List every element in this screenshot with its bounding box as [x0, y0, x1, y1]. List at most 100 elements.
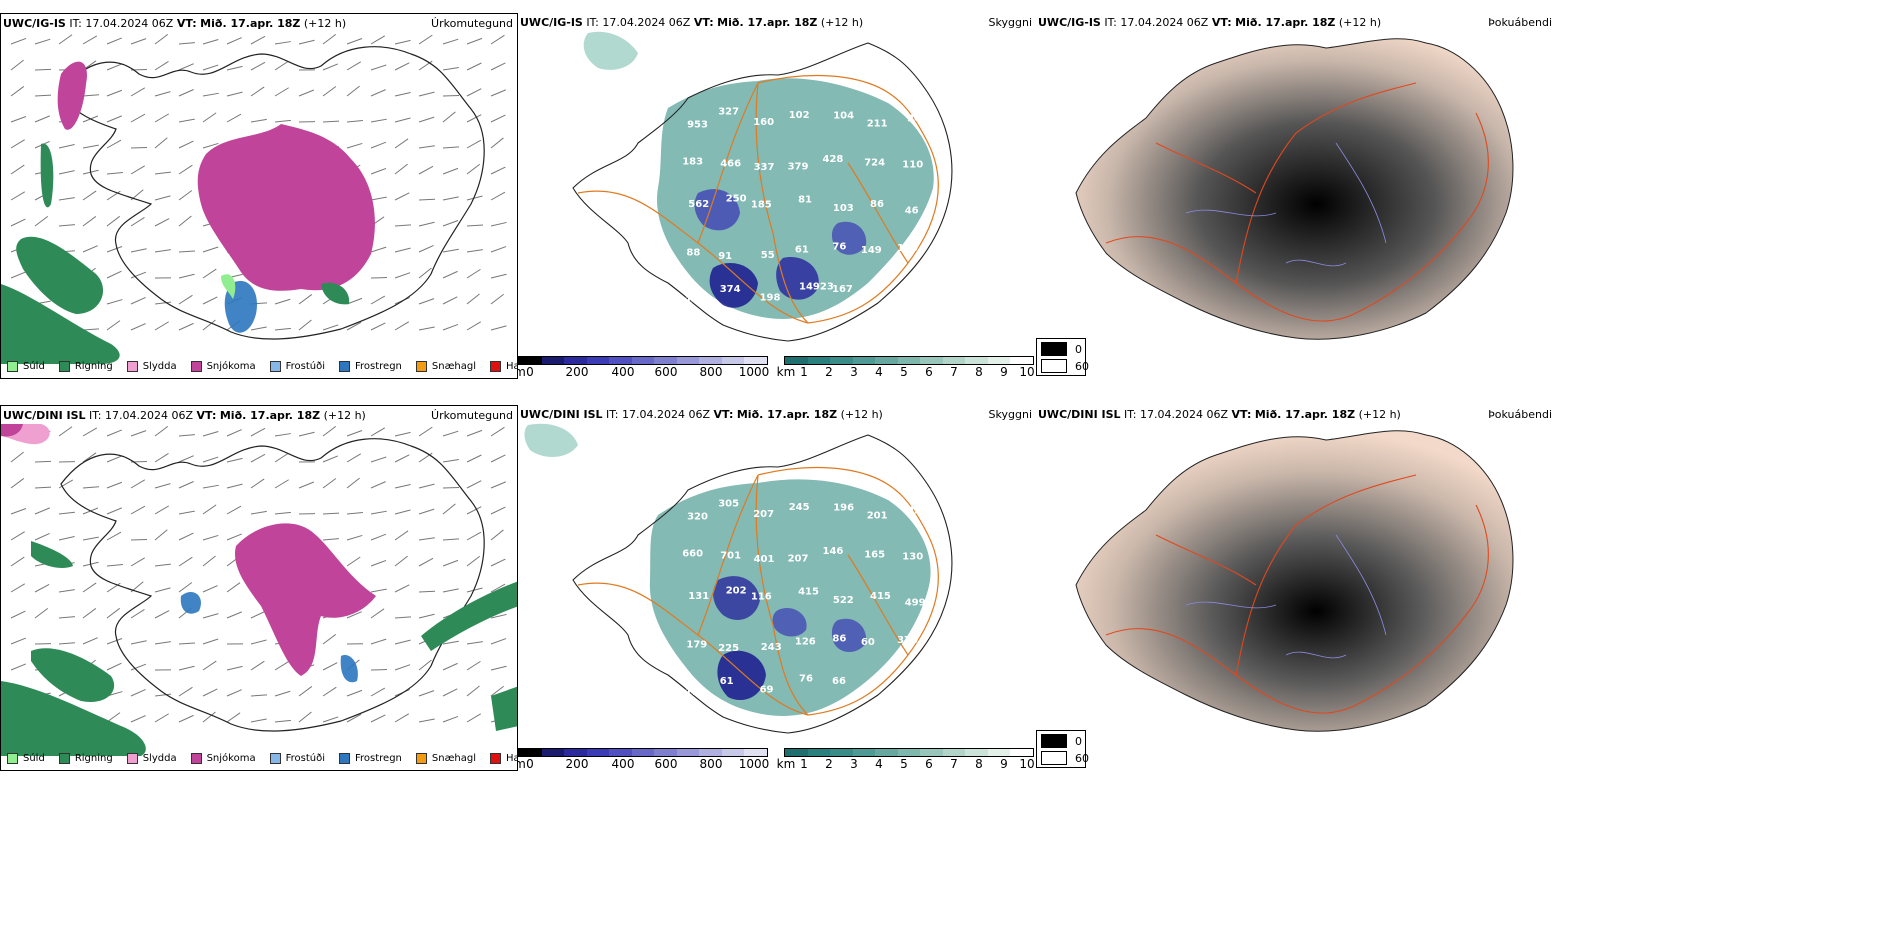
snowfall-region — [57, 61, 87, 130]
cloud-base-label: 660 — [682, 548, 703, 559]
rain-region — [491, 686, 517, 731]
wind-barb — [274, 433, 291, 437]
wind-barb — [130, 216, 145, 227]
cloud-base-mid — [831, 618, 867, 652]
wind-barb — [442, 94, 460, 97]
wind-barb — [466, 531, 482, 541]
cloud-base-label: 345 — [907, 113, 928, 124]
wind-barb — [370, 559, 387, 567]
wind-barb — [490, 685, 504, 697]
rain-region — [31, 541, 73, 568]
wind-barb — [106, 89, 123, 97]
wind-barb — [34, 532, 50, 541]
wind-barb — [226, 712, 241, 723]
scale-unit: m — [518, 757, 526, 771]
wind-barb — [394, 431, 411, 437]
wind-barb — [346, 85, 360, 97]
wind-barb — [154, 60, 169, 71]
cloud-base-label: 320 — [687, 512, 708, 523]
wind-barb — [130, 688, 146, 697]
wind-barb — [106, 507, 122, 515]
panel-header: UWC/DINI ISL IT: 17.04.2024 06Z VT: Mið.… — [520, 408, 883, 421]
legend-swatch — [490, 753, 502, 764]
model-name: UWC/IG-IS — [520, 16, 583, 29]
legend-label: Snjókoma — [206, 753, 256, 764]
cloud-base-label: 179 — [686, 640, 707, 651]
wind-barb — [178, 42, 195, 45]
legend-label: Frostúði — [285, 361, 325, 372]
wind-barb — [58, 170, 75, 175]
wind-barb — [130, 248, 147, 253]
legend-swatch — [269, 361, 281, 372]
wind-barb — [34, 607, 49, 619]
wind-barb — [154, 713, 169, 723]
wind-barb — [82, 427, 98, 437]
wind-barb — [322, 324, 339, 331]
legend-swatch — [7, 753, 18, 764]
model-name: UWC/DINI ISL — [520, 408, 603, 421]
cloud-base-label: 160 — [753, 117, 774, 128]
cloud-base-label: 374 — [720, 284, 741, 295]
wind-barb — [466, 641, 483, 645]
cloud-map: 953 327 160 102 104 211 345 183 466 337 379 428 724 1… — [572, 31, 953, 342]
wind-barb — [346, 430, 363, 437]
cloud-base-label: 61 — [720, 676, 734, 687]
wind-barb — [178, 582, 193, 593]
wind-barb — [154, 91, 171, 97]
wind-barb — [154, 505, 170, 515]
panel-header: UWC/IG-IS IT: 17.04.2024 06Z VT: Mið. 17… — [520, 16, 863, 29]
wind-barb — [490, 246, 507, 253]
it-value: 17.04.2024 06Z — [85, 17, 174, 30]
legend-swatch — [269, 753, 281, 764]
snowfall-region — [1, 424, 23, 437]
top-cloud-panel: UWC/IG-IS IT: 17.04.2024 06Z VT: Mið. 17… — [518, 13, 1036, 379]
wind-barb — [274, 87, 289, 97]
legend-label: Snjókoma — [206, 361, 256, 372]
wind-barb — [202, 142, 219, 149]
wind-barb — [178, 686, 193, 697]
rain-region — [421, 581, 517, 651]
cloud-base-label: 207 — [753, 509, 774, 520]
wind-barb — [154, 587, 171, 593]
rivers — [1185, 534, 1387, 659]
visibility-ticks: km 1 2 3 4 5 6 7 8 9 10 — [777, 365, 1035, 379]
visibility-field — [524, 423, 578, 457]
precip-type-legend: Súld Rigning Slydda Snjókoma Frostúði Fr… — [7, 753, 517, 764]
wind-barb — [394, 163, 408, 175]
wind-barb — [466, 555, 481, 567]
legend-swatch — [190, 753, 202, 764]
tick-label: 4 — [875, 365, 883, 379]
wind-barb — [274, 119, 291, 123]
rain-region — [1, 284, 120, 364]
wind-barb — [466, 506, 482, 515]
wind-barb — [418, 483, 435, 489]
wind-barb — [490, 137, 504, 149]
wind-barb — [394, 639, 411, 645]
cloud-base-label: 337 — [754, 162, 775, 173]
wind-barb — [418, 267, 432, 279]
wind-barb — [154, 113, 170, 123]
cloud-base-label: 76 — [799, 674, 813, 685]
wind-barb — [178, 63, 194, 71]
visibility-colorbar — [784, 748, 1034, 757]
wind-barb — [130, 505, 146, 515]
wind-barb — [202, 112, 217, 123]
legend-item: Súld — [7, 361, 45, 372]
wind-barb — [226, 505, 242, 515]
wind-barb — [154, 195, 171, 201]
wind-barb — [154, 218, 170, 227]
legend-item: Frostregn — [339, 753, 402, 764]
wind-barb — [346, 119, 363, 123]
tick-label: 1000 — [738, 757, 770, 771]
wind-barb — [58, 616, 75, 619]
wind-barb — [130, 557, 145, 567]
wind-barb — [130, 479, 146, 489]
wind-barb — [202, 638, 219, 645]
cloud-base-label: 243 — [761, 642, 782, 653]
wind-barb — [490, 583, 506, 593]
lead-time: (+12 h) — [820, 16, 864, 29]
vt-value: Mið. 17.apr. 18Z — [1254, 408, 1356, 421]
wind-barb — [442, 248, 459, 253]
tick-label: 4 — [875, 757, 883, 771]
visibility-scale: km 1 2 3 4 5 6 7 8 9 10 — [777, 748, 1035, 771]
